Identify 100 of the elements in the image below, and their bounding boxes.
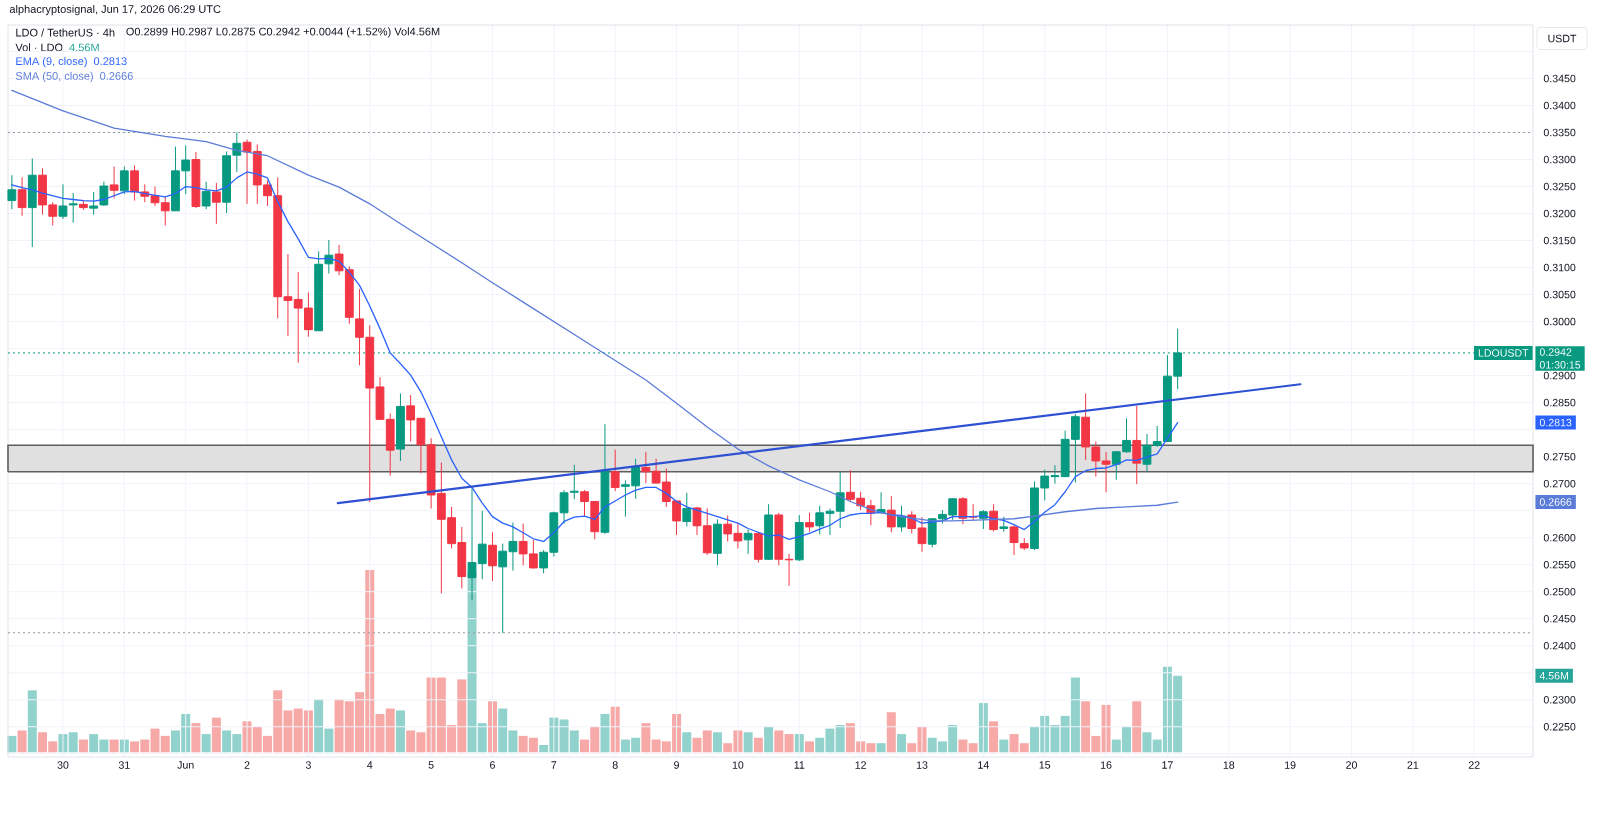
candlestick — [897, 505, 906, 533]
y-tick-label: 0.2700 — [1543, 479, 1576, 488]
text: 0.2942 — [1539, 348, 1572, 356]
candlestick — [89, 191, 99, 216]
x-tick-label: 21 — [1407, 761, 1419, 769]
bar — [784, 734, 794, 753]
candlestick — [314, 250, 324, 332]
y-tick-label: 0.3200 — [1543, 209, 1576, 218]
y-tick-label: 0.2600 — [1543, 533, 1576, 542]
x-tick-label: 12 — [855, 761, 866, 769]
y-tick-label: 0.3050 — [1543, 290, 1576, 299]
y-tick-label: 0.3400 — [1543, 101, 1576, 110]
y-tick-label: 0.3450 — [1543, 74, 1576, 83]
candlestick — [886, 495, 896, 533]
bar — [78, 739, 88, 753]
chart-title: Vol · LDO — [15, 43, 63, 52]
x-tick-label: Jun — [177, 761, 194, 769]
x-tick-label: 22 — [1468, 761, 1480, 769]
bar — [774, 730, 784, 753]
candlestick — [999, 516, 1009, 533]
candlestick — [958, 496, 968, 525]
y-tick-label: 0.2500 — [1543, 587, 1576, 596]
y-tick-label: 0.3250 — [1543, 182, 1576, 191]
bar — [989, 721, 999, 753]
candlestick — [764, 503, 773, 561]
candlestick — [201, 181, 211, 210]
bar — [395, 710, 405, 753]
bar — [764, 726, 774, 753]
candlestick — [743, 529, 753, 555]
bar — [753, 737, 763, 753]
bar — [682, 732, 692, 753]
x-tick-label: 13 — [916, 761, 928, 769]
text: 01:30:15 — [1539, 361, 1581, 369]
bar — [968, 743, 978, 753]
y-tick-label: 0.2250 — [1543, 723, 1576, 731]
y-tick-label: 0.2750 — [1543, 452, 1576, 461]
annotation: 0.2666 — [1539, 498, 1572, 506]
y-tick-label: 0.3150 — [1543, 236, 1576, 245]
ref-line-label: LDOUSDT — [1478, 349, 1529, 357]
x-tick-label: 31 — [118, 761, 130, 769]
bar — [958, 739, 968, 753]
x-tick-label: 5 — [428, 761, 434, 769]
x-tick-label: 15 — [1039, 761, 1051, 769]
x-tick-label: 17 — [1162, 761, 1173, 769]
candlestick — [109, 166, 119, 199]
series-label: SMA (50, close) — [15, 71, 93, 83]
text: 0.2666 — [100, 72, 133, 80]
y-tick-label: 0.3300 — [1543, 155, 1576, 164]
candlestick — [1009, 524, 1019, 556]
x-tick-label: 18 — [1223, 761, 1235, 769]
x-tick-label: 10 — [732, 761, 744, 769]
x-tick-label: 6 — [490, 761, 495, 769]
bar — [712, 732, 722, 753]
candlestick — [273, 176, 283, 319]
bar — [641, 723, 651, 753]
bar — [17, 730, 27, 753]
candlestick — [7, 174, 17, 210]
candlestick — [79, 200, 88, 211]
candlestick — [99, 181, 109, 207]
y-tick-label: 0.3350 — [1543, 128, 1576, 137]
candlestick — [1132, 405, 1142, 485]
candlestick — [488, 531, 497, 582]
bar — [876, 743, 886, 753]
candlestick — [682, 492, 692, 527]
bar — [743, 732, 753, 753]
x-tick-label: 11 — [794, 761, 805, 769]
text: EMA (9, close) — [16, 56, 87, 68]
bar — [1132, 701, 1142, 753]
candlestick — [805, 512, 814, 533]
candlestick — [549, 511, 559, 558]
x-tick-label: 9 — [674, 761, 679, 769]
bar — [191, 723, 201, 753]
bar — [835, 724, 845, 753]
candlestick — [1101, 451, 1111, 493]
text: alphacryptosignal, Jun 17, 2026 06:29 UTC — [9, 4, 221, 16]
text: 0.2813 — [93, 57, 127, 66]
x-tick-label: 2 — [244, 761, 250, 769]
candlestick — [211, 182, 221, 225]
candlestick — [324, 239, 334, 275]
candlestick — [713, 518, 722, 566]
candlestick — [539, 549, 549, 574]
x-tick-label: 19 — [1285, 761, 1296, 769]
bar — [999, 739, 1009, 753]
candlestick — [232, 132, 242, 173]
candlestick — [27, 157, 37, 248]
bar — [886, 712, 896, 753]
x-tick-label: 7 — [551, 761, 557, 769]
y-tick-label: 0.2450 — [1543, 614, 1576, 623]
candlestick — [222, 150, 231, 214]
bar — [897, 734, 907, 753]
x-tick-label: 4 — [367, 761, 373, 769]
x-tick-label: 30 — [57, 761, 69, 769]
candlestick — [753, 531, 763, 564]
candlestick — [396, 392, 405, 462]
bar — [109, 739, 119, 753]
bar — [600, 714, 610, 753]
bar — [805, 741, 814, 753]
bar — [385, 708, 395, 753]
candlestick — [641, 451, 651, 484]
candlestick — [610, 449, 620, 492]
